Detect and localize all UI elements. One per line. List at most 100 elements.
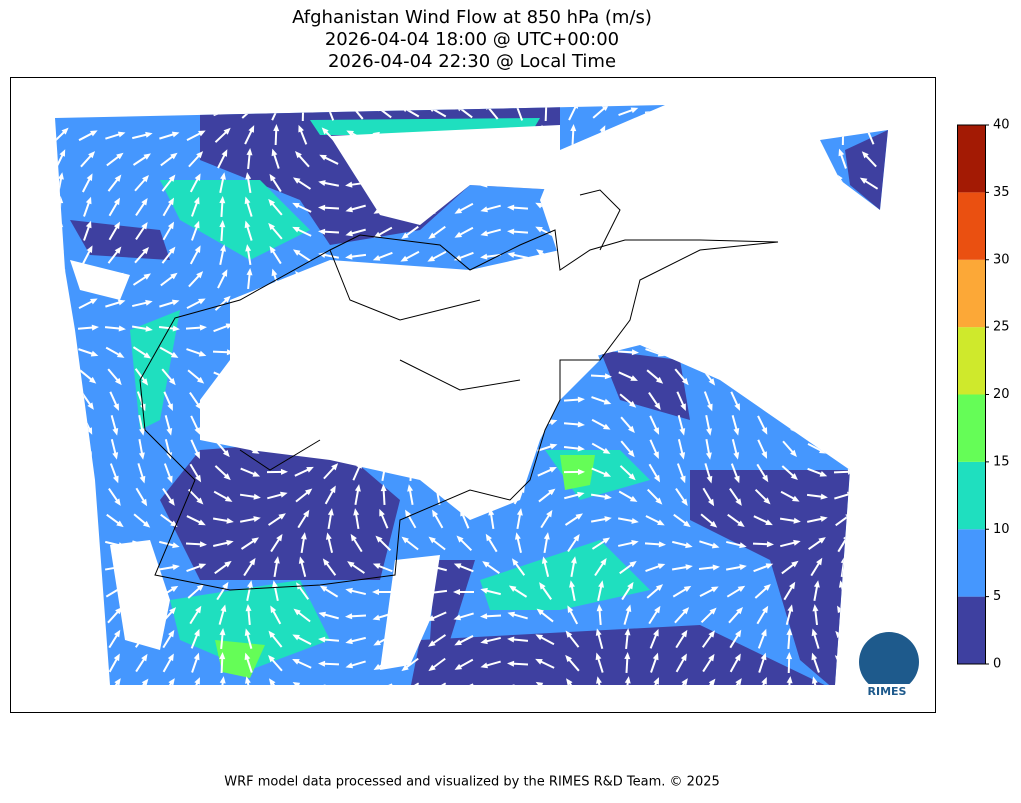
wind-arrow [672,301,689,306]
wind-arrow-head [708,222,714,229]
wind-arrow-head [735,222,741,230]
wind-arrow-head [872,488,879,495]
wind-arrow [376,684,392,691]
wind-arrow [593,322,607,334]
wind-arrow [703,225,713,240]
wind-arrow-head [860,250,868,256]
title-line: 2026-04-04 18:00 @ UTC+00:00 [325,29,619,50]
wind-arrow-head [835,223,842,230]
wind-arrow [568,176,578,191]
wind-arrow [809,322,822,334]
wind-arrow-head [737,273,744,280]
wind-arrow-head [62,296,69,303]
wind-arrow-head [684,352,692,358]
wind-arrow-head [736,247,743,254]
wind-arrow-head [793,107,801,113]
wind-arrow-head [318,684,325,690]
wind-arrow-head [654,245,660,253]
wind-arrow-head [624,220,630,227]
wind-arrow-head [596,196,602,204]
wind-arrow-head [821,373,828,379]
wind-arrow-head [58,604,64,612]
wind-arrow-head [859,227,867,233]
wind-arrow-head [762,402,768,409]
wind-arrow [53,563,67,574]
wind-arrow-head [892,101,898,109]
wind-arrow [55,584,64,599]
wind-arrow [888,208,906,209]
wind-arrow [834,447,852,448]
wind-arrow [699,326,717,329]
wind-arrow [808,420,824,428]
wind-arrow-head [845,344,852,351]
wind-arrow-head [657,299,665,305]
colorbar-tick-label: 35 [993,185,1010,200]
colorbar-segment [957,327,985,394]
wind-arrow [730,177,741,191]
colorbar-segment [957,395,985,462]
wind-arrow-head [86,629,92,637]
wind-arrow [702,177,714,190]
colorbar-tick-label: 25 [993,320,1010,335]
wind-arrow-head [567,174,573,182]
colorbar-tick-label: 5 [993,589,1001,604]
wind-arrow [839,104,846,120]
wind-arrow-head [682,175,689,182]
wind-arrow-head [767,325,774,331]
wind-arrow [813,199,819,216]
wind-arrow [781,325,798,332]
wind-arrow-head [454,687,462,693]
wind-arrow [59,679,61,697]
colorbar-tick-label: 15 [993,454,1010,469]
wind-arrow-head [859,203,867,209]
wind-arrow [51,542,69,546]
wind-arrow-head [374,105,381,112]
wind-arrow [84,655,90,672]
wind-arrow [321,687,339,689]
wind-arrow [597,223,602,240]
wind-arrow [82,464,91,479]
wind-arrow [625,247,629,265]
wind-arrow-head [848,421,855,427]
wind-arrow [813,223,819,240]
wind-arrow [815,151,816,169]
wind-arrow-head [657,131,665,137]
wind-arrow [836,346,849,358]
wind-arrow [894,368,901,385]
wind-arrow [757,393,767,408]
wind-arrow-head [345,686,352,692]
wind-arrow-head [818,320,825,327]
wind-arrow [834,424,852,425]
wind-arrow [672,111,690,113]
wind-arrow [868,559,873,576]
wind-arrow [596,296,604,312]
wind-arrow-head [893,532,899,540]
wind-arrow [756,273,768,286]
wind-arrow [753,111,771,113]
wind-arrow-head [788,269,794,277]
wind-arrow-head [885,612,893,618]
wind-arrow [645,327,663,328]
wind-arrow-head [61,450,68,457]
wind-arrow-head [598,268,604,275]
wind-arrow-head [842,317,848,325]
wind-arrow-head [762,245,768,253]
wind-arrow-head [787,244,793,251]
wind-arrow [52,372,69,379]
wind-arrow-head [840,292,846,299]
wind-arrow [781,373,798,380]
wind-arrow-head [818,104,825,111]
wind-arrow [837,633,849,647]
wind-arrow-head [812,197,818,205]
wind-arrow [60,655,61,673]
footer: WRF model data processed and visualized … [224,775,720,790]
wind-arrow-head [790,128,797,135]
wind-arrow [726,301,743,306]
wind-arrow-head [659,325,666,331]
wind-arrow [726,327,744,329]
wind-arrow-head [885,205,892,211]
wind-arrow [674,155,688,166]
wind-arrow-head [658,351,666,357]
wind-arrow [702,249,714,262]
wind-arrow-head [887,586,895,592]
